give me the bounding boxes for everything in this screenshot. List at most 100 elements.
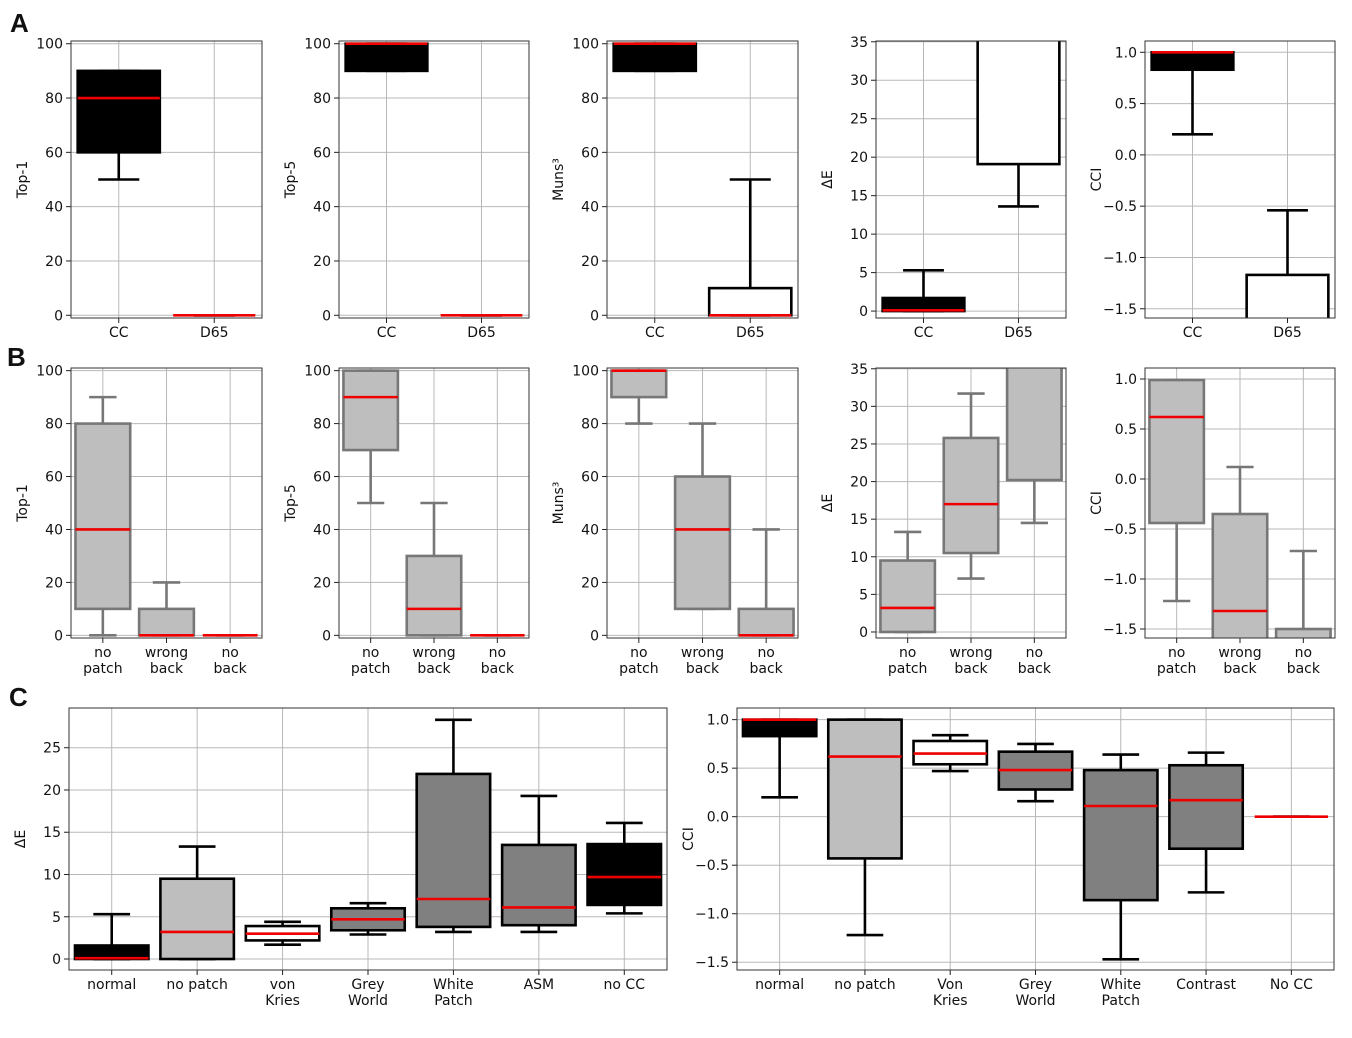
box xyxy=(737,607,795,637)
box xyxy=(74,422,132,611)
y-axis-label: Muns³ xyxy=(551,158,567,201)
x-tick-label: no patch xyxy=(83,645,123,677)
y-tick-label: 10 xyxy=(850,227,868,243)
plot-area: −1.5 −1.0 −0.5 0.0 0.5 1.0 CC D65 CCI xyxy=(1089,40,1336,341)
y-axis-label: Top-5 xyxy=(283,161,299,200)
x-tick-label: CC xyxy=(645,325,665,341)
x-tick-label: no back xyxy=(1287,645,1321,677)
y-tick-label: 40 xyxy=(581,522,599,538)
y-tick-label: 40 xyxy=(581,200,599,216)
x-tick-label: White Patch xyxy=(433,977,474,1009)
y-tick-label: 100 xyxy=(36,364,63,380)
boxes xyxy=(1148,378,1332,638)
x-tick-label: no back xyxy=(481,645,515,677)
plot-frame xyxy=(338,40,530,319)
x-tick-label: wrong back xyxy=(681,645,724,677)
plot-frame xyxy=(606,367,799,639)
y-tick-label: 40 xyxy=(313,522,331,538)
y-tick-label: 0.5 xyxy=(1115,97,1137,113)
box xyxy=(405,554,463,637)
y-tick-label: 40 xyxy=(45,200,63,216)
y-tick-label: 60 xyxy=(45,145,63,161)
x-tick-label: Von Kries xyxy=(933,977,968,1009)
x-tick-label: CC xyxy=(1183,325,1203,341)
y-tick-label: −0.5 xyxy=(1103,199,1137,215)
boxes xyxy=(76,69,256,317)
y-tick-label: 15 xyxy=(43,825,61,841)
box xyxy=(137,607,196,637)
y-tick-label: 20 xyxy=(850,475,868,491)
y-tick-label: 40 xyxy=(45,522,63,538)
y-tick-label: −1.0 xyxy=(1103,572,1137,588)
x-tick-label: no patch xyxy=(166,977,227,993)
y-tick-label: 60 xyxy=(581,145,599,161)
x-tick-label: Contrast xyxy=(1176,977,1236,993)
x-tick-label: CC xyxy=(914,325,934,341)
plot-area: 0 20 40 60 80 100 no patch wrong back no back Muns³ xyxy=(551,364,799,677)
y-tick-label: 20 xyxy=(313,575,331,591)
x-tick-label: no patch xyxy=(834,977,895,993)
y-tick-label: 0 xyxy=(52,952,61,968)
y-axis-label: ΔE xyxy=(13,830,29,848)
boxes xyxy=(610,369,795,637)
boxes xyxy=(344,42,523,317)
box xyxy=(1245,273,1330,318)
plot-frame xyxy=(70,367,263,639)
x-tick-label: D65 xyxy=(200,325,229,341)
box xyxy=(673,475,732,611)
y-axis-label: CCI xyxy=(1089,491,1105,515)
boxes xyxy=(74,395,258,637)
plot-area: 0 20 40 60 80 100 no patch wrong back no back Top-1 xyxy=(15,364,263,677)
x-tick-label: no patch xyxy=(888,645,928,677)
x-tick-label: D65 xyxy=(1004,325,1033,341)
plot-area: 0 20 40 60 80 100 CC D65 Top-1 xyxy=(15,37,263,341)
y-tick-label: 0 xyxy=(322,628,331,644)
y-tick-label: −1.5 xyxy=(1103,302,1137,318)
x-tick-label: No CC xyxy=(1270,977,1313,993)
y-tick-label: −1.5 xyxy=(695,955,729,971)
x-tick-label: CC xyxy=(109,325,129,341)
y-tick-label: 30 xyxy=(850,73,868,89)
x-tick-label: D65 xyxy=(1273,325,1302,341)
boxes xyxy=(881,41,1061,313)
box xyxy=(342,369,400,452)
plot-frame xyxy=(606,40,799,319)
y-tick-label: 20 xyxy=(45,254,63,270)
box xyxy=(1274,627,1332,638)
box xyxy=(879,559,937,634)
y-tick-label: 100 xyxy=(304,37,331,53)
box xyxy=(1005,368,1063,482)
y-tick-label: 0 xyxy=(590,628,599,644)
y-tick-label: 100 xyxy=(572,37,599,53)
plot-frame xyxy=(338,367,530,639)
x-tick-label: no CC xyxy=(604,977,646,993)
y-tick-label: 80 xyxy=(581,91,599,107)
y-tick-label: 0 xyxy=(54,628,63,644)
x-tick-label: no back xyxy=(750,645,784,677)
box xyxy=(976,41,1061,166)
y-axis-label: ΔE xyxy=(820,170,836,188)
box xyxy=(1211,512,1269,638)
x-tick-label: CC xyxy=(377,325,397,341)
y-axis-label: Muns³ xyxy=(551,482,567,525)
x-tick-label: wrong back xyxy=(949,645,992,677)
y-axis-label: CCI xyxy=(1089,168,1105,192)
x-tick-label: no patch xyxy=(619,645,659,677)
y-tick-label: 1.0 xyxy=(707,713,729,729)
y-tick-label: 10 xyxy=(850,550,868,566)
y-tick-label: 10 xyxy=(43,867,61,883)
y-tick-label: 20 xyxy=(850,150,868,166)
x-tick-label: wrong back xyxy=(1218,645,1261,677)
y-tick-label: 0.0 xyxy=(1115,472,1137,488)
y-tick-label: 35 xyxy=(850,362,868,378)
y-tick-label: 0.0 xyxy=(1115,148,1137,164)
panel-label: B xyxy=(7,342,26,372)
y-tick-label: −1.0 xyxy=(695,907,729,923)
y-axis-label: Top-5 xyxy=(283,484,299,523)
y-tick-label: 0.0 xyxy=(707,810,729,826)
box xyxy=(741,718,818,738)
plot-area: 0 20 40 60 80 100 CC D65 Muns³ xyxy=(551,37,799,341)
panel-label: C xyxy=(9,682,28,712)
y-tick-label: 35 xyxy=(850,35,868,51)
